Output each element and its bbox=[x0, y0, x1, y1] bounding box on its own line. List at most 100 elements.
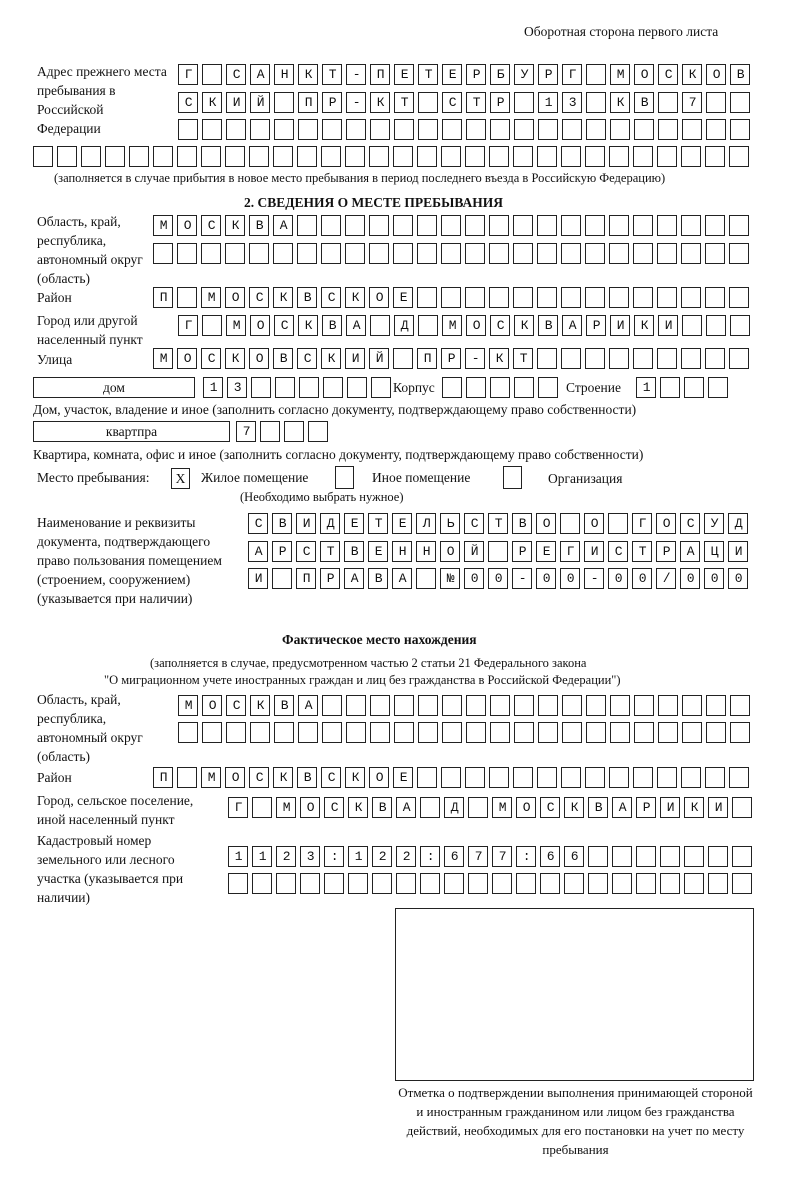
char-cell[interactable] bbox=[345, 215, 365, 236]
char-cell[interactable] bbox=[468, 873, 488, 894]
char-cell[interactable] bbox=[706, 119, 726, 140]
char-cell[interactable] bbox=[308, 421, 328, 442]
char-cell[interactable] bbox=[203, 377, 223, 398]
char-cell[interactable] bbox=[658, 695, 678, 716]
char-cell[interactable] bbox=[560, 513, 580, 534]
char-cell[interactable] bbox=[201, 767, 221, 788]
char-cell[interactable] bbox=[441, 215, 461, 236]
char-cell[interactable] bbox=[705, 767, 725, 788]
char-cell[interactable] bbox=[609, 215, 629, 236]
char-cell[interactable] bbox=[300, 873, 320, 894]
char-cell[interactable] bbox=[370, 722, 390, 743]
char-cell[interactable] bbox=[322, 119, 342, 140]
char-cell[interactable] bbox=[345, 348, 365, 369]
char-cell[interactable] bbox=[344, 541, 364, 562]
char-cell[interactable] bbox=[368, 541, 388, 562]
char-cell[interactable] bbox=[178, 695, 198, 716]
char-cell[interactable] bbox=[418, 695, 438, 716]
char-cell[interactable] bbox=[346, 92, 366, 113]
char-cell[interactable] bbox=[492, 797, 512, 818]
char-cell[interactable] bbox=[730, 695, 750, 716]
char-cell[interactable] bbox=[681, 348, 701, 369]
char-cell[interactable] bbox=[608, 513, 628, 534]
char-cell[interactable] bbox=[249, 348, 269, 369]
char-cell[interactable] bbox=[298, 315, 318, 336]
char-cell[interactable] bbox=[730, 92, 750, 113]
char-cell[interactable] bbox=[466, 92, 486, 113]
char-cell[interactable] bbox=[537, 146, 557, 167]
char-cell[interactable] bbox=[465, 348, 485, 369]
char-cell[interactable] bbox=[610, 64, 630, 85]
char-cell[interactable] bbox=[705, 146, 725, 167]
char-cell[interactable] bbox=[537, 287, 557, 308]
char-cell[interactable] bbox=[369, 146, 389, 167]
char-cell[interactable] bbox=[178, 315, 198, 336]
char-cell[interactable] bbox=[297, 348, 317, 369]
char-cell[interactable] bbox=[321, 146, 341, 167]
char-cell[interactable] bbox=[465, 215, 485, 236]
char-cell[interactable] bbox=[369, 767, 389, 788]
char-cell[interactable] bbox=[298, 92, 318, 113]
char-cell[interactable] bbox=[513, 146, 533, 167]
char-cell[interactable] bbox=[660, 846, 680, 867]
char-cell[interactable] bbox=[396, 797, 416, 818]
char-cell[interactable] bbox=[609, 767, 629, 788]
char-cell[interactable] bbox=[490, 119, 510, 140]
char-cell[interactable] bbox=[633, 287, 653, 308]
char-cell[interactable] bbox=[228, 873, 248, 894]
char-cell[interactable] bbox=[681, 146, 701, 167]
char-cell[interactable] bbox=[441, 146, 461, 167]
char-cell[interactable] bbox=[394, 119, 414, 140]
char-cell[interactable] bbox=[465, 146, 485, 167]
char-cell[interactable] bbox=[418, 119, 438, 140]
char-cell[interactable] bbox=[658, 722, 678, 743]
char-cell[interactable] bbox=[729, 243, 749, 264]
char-cell[interactable] bbox=[730, 722, 750, 743]
char-cell[interactable] bbox=[564, 797, 584, 818]
char-cell[interactable] bbox=[418, 722, 438, 743]
char-cell[interactable] bbox=[370, 119, 390, 140]
char-cell[interactable] bbox=[297, 287, 317, 308]
flat-type-field[interactable]: квартпра bbox=[33, 421, 230, 442]
char-cell[interactable] bbox=[273, 146, 293, 167]
char-cell[interactable] bbox=[297, 243, 317, 264]
char-cell[interactable] bbox=[274, 722, 294, 743]
char-cell[interactable] bbox=[252, 846, 272, 867]
char-cell[interactable] bbox=[728, 541, 748, 562]
char-cell[interactable] bbox=[728, 568, 748, 589]
char-cell[interactable] bbox=[276, 846, 296, 867]
char-cell[interactable] bbox=[514, 377, 534, 398]
char-cell[interactable] bbox=[444, 797, 464, 818]
char-cell[interactable] bbox=[540, 797, 560, 818]
char-cell[interactable] bbox=[272, 513, 292, 534]
char-cell[interactable] bbox=[298, 695, 318, 716]
char-cell[interactable] bbox=[201, 146, 221, 167]
char-cell[interactable] bbox=[634, 92, 654, 113]
char-cell[interactable] bbox=[226, 722, 246, 743]
char-cell[interactable] bbox=[252, 797, 272, 818]
char-cell[interactable] bbox=[609, 146, 629, 167]
char-cell[interactable] bbox=[201, 215, 221, 236]
char-cell[interactable] bbox=[634, 64, 654, 85]
char-cell[interactable] bbox=[273, 767, 293, 788]
char-cell[interactable] bbox=[444, 873, 464, 894]
char-cell[interactable] bbox=[634, 119, 654, 140]
char-cell[interactable] bbox=[633, 146, 653, 167]
char-cell[interactable] bbox=[370, 64, 390, 85]
char-cell[interactable] bbox=[299, 377, 319, 398]
char-cell[interactable] bbox=[465, 287, 485, 308]
char-cell[interactable] bbox=[324, 797, 344, 818]
char-cell[interactable] bbox=[516, 873, 536, 894]
char-cell[interactable] bbox=[562, 64, 582, 85]
char-cell[interactable] bbox=[321, 215, 341, 236]
char-cell[interactable] bbox=[392, 513, 412, 534]
char-cell[interactable] bbox=[538, 695, 558, 716]
char-cell[interactable] bbox=[561, 215, 581, 236]
char-cell[interactable] bbox=[344, 568, 364, 589]
char-cell[interactable] bbox=[420, 846, 440, 867]
char-cell[interactable] bbox=[682, 315, 702, 336]
char-cell[interactable] bbox=[228, 797, 248, 818]
char-cell[interactable] bbox=[588, 797, 608, 818]
char-cell[interactable] bbox=[394, 315, 414, 336]
char-cell[interactable] bbox=[248, 568, 268, 589]
